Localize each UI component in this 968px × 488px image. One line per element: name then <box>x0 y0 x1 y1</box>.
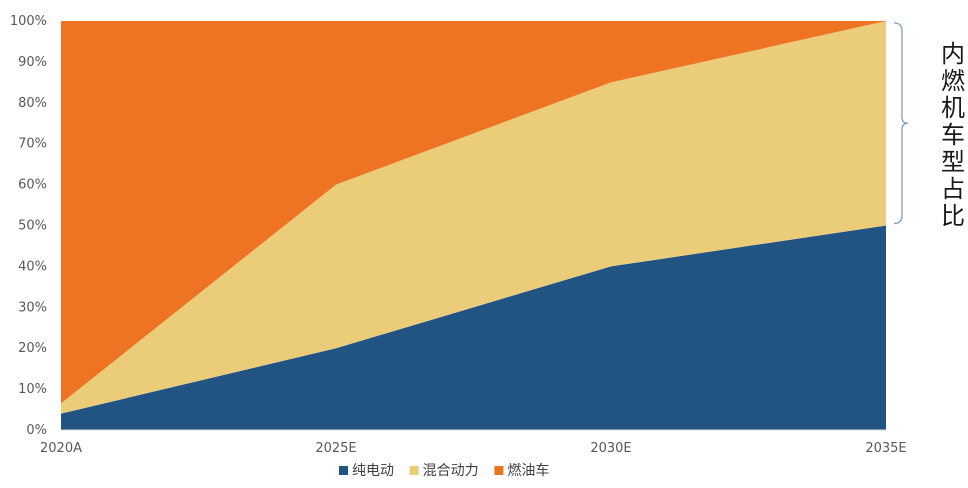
legend-swatch <box>409 466 419 475</box>
area-series-3 <box>61 21 886 404</box>
y-tick-label: 40% <box>18 259 47 274</box>
y-tick-label: 70% <box>18 137 47 152</box>
legend-label: 燃油车 <box>507 462 549 479</box>
x-tick-label: 2025E <box>315 441 356 456</box>
x-tick-label: 2035E <box>865 441 906 456</box>
annotation-text: 型 <box>941 148 965 176</box>
y-tick-label: 20% <box>18 341 47 356</box>
legend-label: 混合动力 <box>423 463 479 479</box>
area-series-2 <box>61 21 886 414</box>
annotation-text: 内 <box>941 40 965 68</box>
legend-label: 纯电动 <box>352 463 394 479</box>
legend-swatch <box>339 466 348 475</box>
area-series-1 <box>61 225 886 430</box>
annotation-text: 机 <box>941 94 965 122</box>
annotation-text: 燃 <box>941 67 965 95</box>
annotation-text: 车 <box>941 121 965 149</box>
legend-swatch <box>494 466 504 475</box>
y-tick-label: 80% <box>18 96 47 111</box>
y-tick-label: 50% <box>18 219 47 234</box>
x-tick-label: 2030E <box>590 441 631 456</box>
y-tick-label: 60% <box>18 178 47 193</box>
x-tick-label: 2020A <box>40 441 82 456</box>
annotation-text: 占 <box>941 175 965 203</box>
y-tick-label: 30% <box>18 300 47 315</box>
annotation-brace <box>893 22 909 225</box>
y-tick-label: 90% <box>18 55 47 70</box>
y-tick-label: 100% <box>10 14 47 29</box>
y-tick-label: 0% <box>26 423 47 438</box>
annotation-text: 比 <box>941 202 965 230</box>
y-tick-label: 10% <box>18 382 47 397</box>
